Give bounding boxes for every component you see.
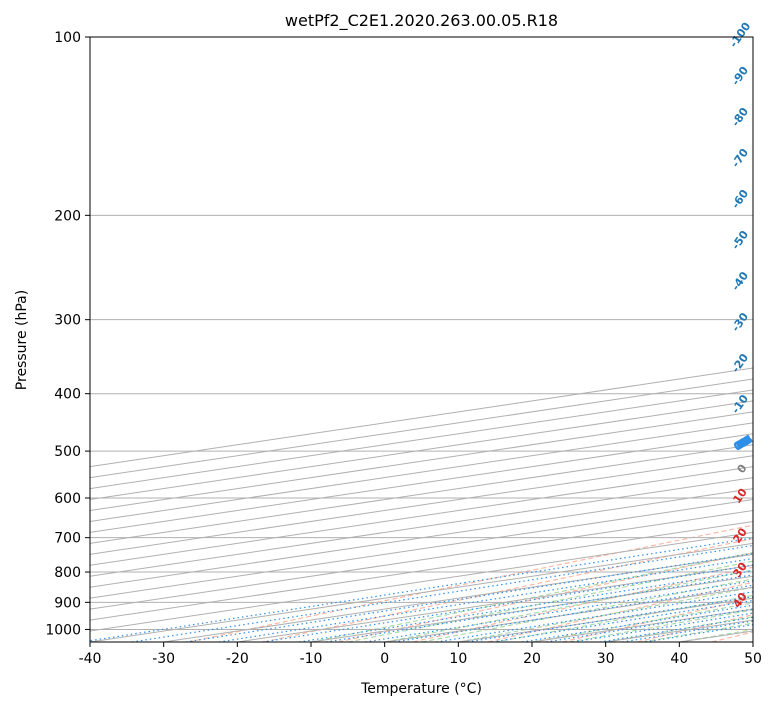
x-tick-label: -30	[152, 651, 175, 667]
isotherm-line	[90, 477, 753, 577]
x-tick-label: 0	[380, 651, 389, 667]
mixing-ratio-line	[467, 596, 753, 642]
axes: -40 -30 -20 -10 0 10 20 30 40 50 100 200 300 400 500 60…	[45, 30, 762, 667]
moist-adiabat-line	[495, 594, 753, 642]
x-tick-label: -10	[300, 651, 323, 667]
isotherm-line	[90, 499, 753, 599]
y-tick-label: 500	[54, 444, 81, 460]
y-tick-label: 300	[54, 313, 81, 329]
x-axis-label: Temperature (°C)	[360, 681, 482, 697]
plot-background	[90, 37, 753, 642]
mixing-ratio-line	[546, 608, 753, 642]
isotherm-line	[90, 531, 753, 632]
dry-adiabat-line	[188, 524, 753, 642]
moist-adiabat-line	[347, 560, 753, 642]
background-lines	[188, 524, 753, 642]
y-axis-label: Pressure (hPa)	[14, 290, 30, 390]
isotherm-line	[90, 455, 753, 555]
dry-adiabat-line	[562, 597, 753, 642]
moist-adiabat-line	[421, 578, 753, 642]
chart-title: wetPf2_C2E1.2020.263.00.05.R18	[285, 11, 558, 31]
mixing-ratio-line	[131, 544, 753, 642]
y-tick-label: 400	[54, 387, 81, 403]
y-tick-label: 800	[54, 565, 81, 581]
mixing-ratio-line	[522, 604, 753, 642]
mixing-ratio-line	[90, 537, 753, 642]
mixing-ratio-line	[572, 612, 753, 642]
dry-adiabat-line	[412, 566, 753, 642]
y-tick-label: 600	[54, 491, 81, 507]
y-tick-label: 1000	[45, 622, 81, 638]
y-tick-label: 700	[54, 531, 81, 547]
x-tick-label: -20	[226, 651, 249, 667]
mixing-ratio-line	[492, 599, 753, 642]
plot-frame	[89, 36, 754, 643]
isotherm-line	[90, 509, 753, 610]
x-tick-label: 50	[744, 651, 762, 667]
y-tick-label: 200	[54, 208, 81, 224]
isotherm-line	[90, 444, 753, 544]
x-tick-label: 40	[670, 651, 688, 667]
isotherm-line	[90, 466, 753, 566]
isotherm-line	[90, 488, 753, 588]
grid-lines	[90, 37, 753, 642]
dry-adiabat-line	[263, 538, 753, 642]
x-tick-label: 20	[523, 651, 541, 667]
isotherm-line	[90, 520, 753, 621]
x-tick-label: -40	[79, 651, 102, 667]
x-tick-label: 10	[449, 651, 467, 667]
x-tick-label: 30	[597, 651, 615, 667]
y-tick-label: 900	[54, 595, 81, 611]
y-tick-label: 100	[54, 30, 81, 46]
